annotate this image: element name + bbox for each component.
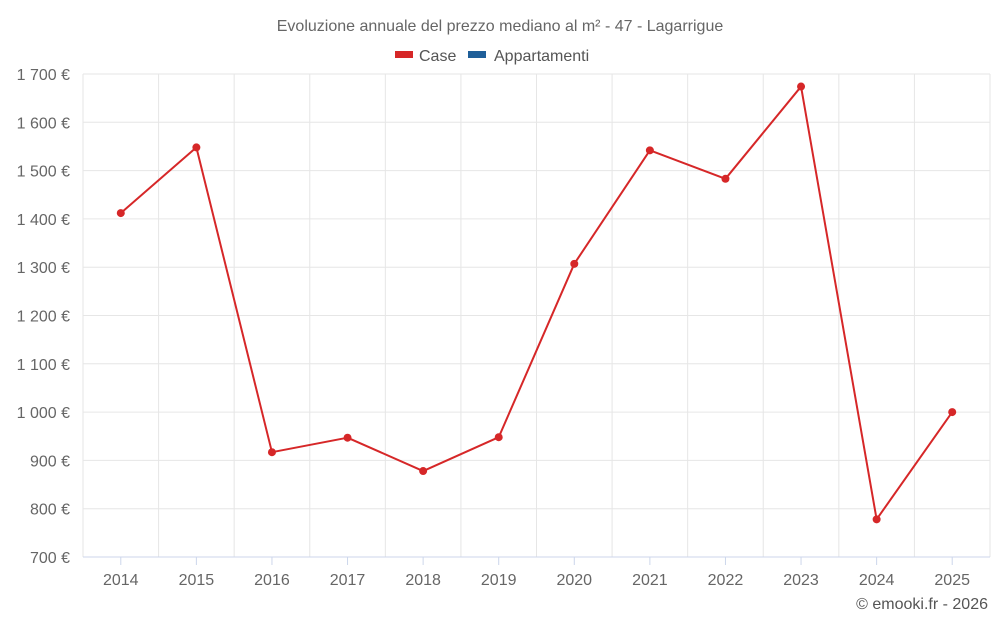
data-point-2020[interactable] — [570, 259, 579, 268]
x-tick-label: 2016 — [254, 572, 290, 589]
x-tick-label: 2018 — [405, 572, 441, 589]
x-tick-label: 2015 — [179, 572, 215, 589]
data-point-2023[interactable] — [797, 82, 806, 91]
x-tick-label: 2022 — [708, 572, 744, 589]
y-tick-label: 1 600 € — [17, 115, 70, 132]
y-tick-label: 1 100 € — [17, 357, 70, 374]
y-tick-label: 900 € — [30, 453, 70, 470]
y-tick-label: 800 € — [30, 502, 70, 519]
x-tick-label: 2020 — [556, 572, 592, 589]
legend-item-case[interactable]: Case — [395, 48, 456, 65]
y-tick-label: 1 200 € — [17, 309, 70, 326]
x-tick-label: 2023 — [783, 572, 819, 589]
y-tick-label: 1 300 € — [17, 260, 70, 277]
legend-swatch-appartamenti — [468, 51, 486, 58]
data-point-2024[interactable] — [872, 515, 881, 524]
data-point-2019[interactable] — [494, 433, 503, 442]
y-tick-label: 1 700 € — [17, 67, 70, 84]
y-tick-label: 1 500 € — [17, 164, 70, 181]
legend-label-appartamenti: Appartamenti — [494, 48, 589, 65]
credit-text[interactable]: © emooki.fr - 2026 — [856, 596, 988, 613]
data-point-2016[interactable] — [267, 448, 276, 457]
y-tick-label: 1 400 € — [17, 212, 70, 229]
legend-label-case: Case — [419, 48, 456, 65]
data-point-2017[interactable] — [343, 433, 352, 442]
data-point-2025[interactable] — [948, 408, 957, 417]
y-tick-label: 1 000 € — [17, 405, 70, 422]
data-point-2015[interactable] — [192, 143, 201, 152]
chart-title: Evoluzione annuale del prezzo mediano al… — [277, 18, 724, 35]
legend-item-appartamenti[interactable]: Appartamenti — [468, 48, 589, 65]
x-tick-label: 2021 — [632, 572, 668, 589]
data-point-2014[interactable] — [116, 209, 125, 218]
x-tick-label: 2014 — [103, 572, 139, 589]
data-point-2021[interactable] — [645, 146, 654, 155]
y-tick-label: 700 € — [30, 550, 70, 567]
x-tick-label: 2019 — [481, 572, 517, 589]
x-tick-label: 2024 — [859, 572, 895, 589]
legend-swatch-case — [395, 51, 413, 58]
series-case — [116, 82, 957, 524]
x-axis-ticks: 2014 2015 2016 2017 2018 2019 2020 2021 2022 2023… — [103, 557, 970, 589]
legend[interactable]: Case Appartamenti — [395, 48, 589, 65]
y-axis-ticks: 700 € 800 € 900 € 1 000 € 1 100 € 1 200 € 1 30… — [17, 67, 70, 567]
x-tick-label: 2017 — [330, 572, 366, 589]
series-line-case — [120, 85, 954, 521]
x-tick-label: 2025 — [934, 572, 970, 589]
data-point-2022[interactable] — [721, 174, 730, 183]
data-point-2018[interactable] — [419, 467, 428, 476]
gridlines — [82, 73, 991, 557]
